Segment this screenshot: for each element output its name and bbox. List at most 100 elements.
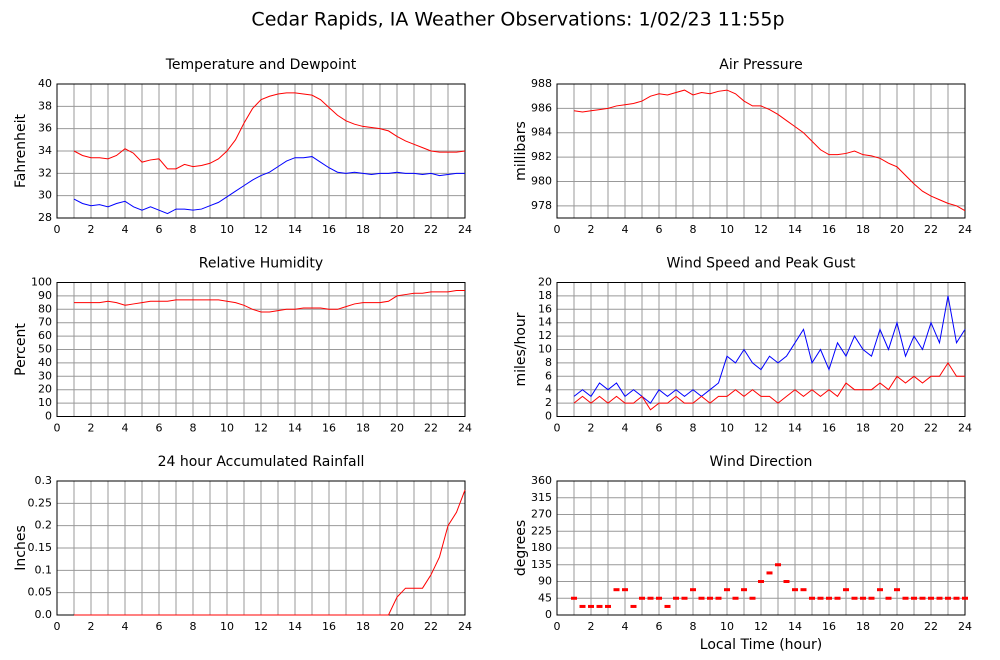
y-tick-label: 18 [538, 289, 552, 302]
x-tick-label: 16 [322, 422, 336, 435]
x-tick-label: 2 [588, 223, 595, 236]
y-tick-label: 0.25 [28, 496, 53, 509]
y-tick-label: 34 [38, 144, 52, 157]
y-tick-label: 38 [38, 99, 52, 112]
x-tick-label: 22 [924, 620, 938, 633]
panel-title: Relative Humidity [199, 256, 323, 272]
x-tick-label: 0 [554, 422, 561, 435]
x-tick-label: 24 [958, 223, 972, 236]
x-tick-label: 10 [720, 422, 734, 435]
data-point [664, 604, 671, 608]
data-line [573, 89, 966, 212]
data-point [826, 596, 832, 600]
data-point [792, 588, 798, 592]
x-tick-label: 20 [890, 223, 904, 236]
data-point [639, 596, 645, 600]
x-tick-label: 4 [122, 620, 129, 633]
y-tick-label: 0.1 [35, 563, 53, 576]
y-tick-label: 14 [538, 316, 552, 329]
x-tick-label: 6 [656, 422, 663, 435]
data-point [647, 596, 654, 600]
x-tick-label: 6 [156, 620, 163, 633]
panel-title: Air Pressure [719, 57, 802, 73]
x-tick-label: 2 [88, 223, 95, 236]
x-tick-label: 4 [622, 422, 629, 435]
y-tick-label: 0.3 [35, 474, 53, 487]
x-tick-label: 12 [254, 620, 268, 633]
x-tick-label: 18 [856, 620, 870, 633]
x-tick-label: 0 [54, 422, 61, 435]
x-tick-label: 14 [788, 620, 802, 633]
y-tick-label: 28 [38, 211, 52, 224]
data-point [732, 596, 739, 600]
data-point [834, 596, 841, 600]
x-tick-label: 22 [924, 422, 938, 435]
x-tick-label: 16 [822, 620, 836, 633]
x-tick-label: 8 [190, 422, 197, 435]
y-tick-label: 40 [38, 77, 52, 90]
x-tick-label: 12 [254, 223, 268, 236]
x-tick-label: 10 [720, 223, 734, 236]
x-tick-label: 4 [122, 223, 129, 236]
panel-title: 24 hour Accumulated Rainfall [158, 454, 365, 470]
x-tick-label: 14 [788, 223, 802, 236]
panel-title: Temperature and Dewpoint [165, 57, 357, 73]
x-tick-label: 0 [54, 223, 61, 236]
panel-title: Wind Direction [710, 454, 813, 470]
y-tick-label: 50 [38, 343, 52, 356]
data-line [73, 92, 466, 170]
data-point [579, 604, 586, 608]
data-point [758, 580, 764, 583]
data-line [573, 295, 966, 404]
data-point [817, 596, 824, 600]
y-tick-label: 100 [31, 276, 52, 289]
x-tick-label: 10 [220, 620, 234, 633]
data-point [596, 604, 603, 608]
data-point [800, 588, 807, 592]
x-tick-label: 2 [588, 422, 595, 435]
x-tick-label: 16 [822, 422, 836, 435]
x-tick-label: 4 [622, 223, 629, 236]
y-tick-label: 70 [38, 316, 52, 329]
x-tick-label: 8 [690, 422, 697, 435]
x-tick-label: 16 [822, 223, 836, 236]
data-point [622, 588, 628, 592]
x-tick-label: 18 [856, 223, 870, 236]
y-tick-label: 80 [38, 302, 52, 315]
y-tick-label: 988 [531, 77, 552, 90]
data-point [783, 580, 790, 583]
x-tick-label: 22 [924, 223, 938, 236]
y-tick-label: 2 [545, 396, 552, 409]
y-tick-label: 978 [531, 199, 552, 212]
y-tick-label: 0.15 [28, 541, 53, 554]
data-point [673, 596, 679, 600]
y-tick-label: 32 [38, 166, 52, 179]
data-point [775, 563, 781, 567]
x-tick-label: 8 [190, 223, 197, 236]
y-tick-label: 315 [531, 491, 552, 504]
x-tick-label: 20 [390, 422, 404, 435]
y-tick-label: 40 [38, 356, 52, 369]
data-point [656, 596, 662, 600]
x-tick-label: 2 [588, 620, 595, 633]
data-point [715, 596, 722, 600]
x-tick-label: 10 [720, 620, 734, 633]
y-axis-label: miles/hour [513, 312, 529, 386]
plot-frame [556, 480, 966, 616]
y-axis-label: Percent [13, 323, 29, 376]
x-tick-label: 0 [54, 620, 61, 633]
data-point [605, 604, 611, 608]
y-tick-label: 10 [538, 343, 552, 356]
x-tick-label: 24 [958, 620, 972, 633]
y-tick-label: 270 [531, 508, 552, 521]
x-tick-label: 6 [156, 223, 163, 236]
x-tick-label: 12 [254, 422, 268, 435]
x-tick-label: 0 [554, 620, 561, 633]
y-tick-label: 180 [531, 541, 552, 554]
x-tick-label: 24 [458, 620, 472, 633]
